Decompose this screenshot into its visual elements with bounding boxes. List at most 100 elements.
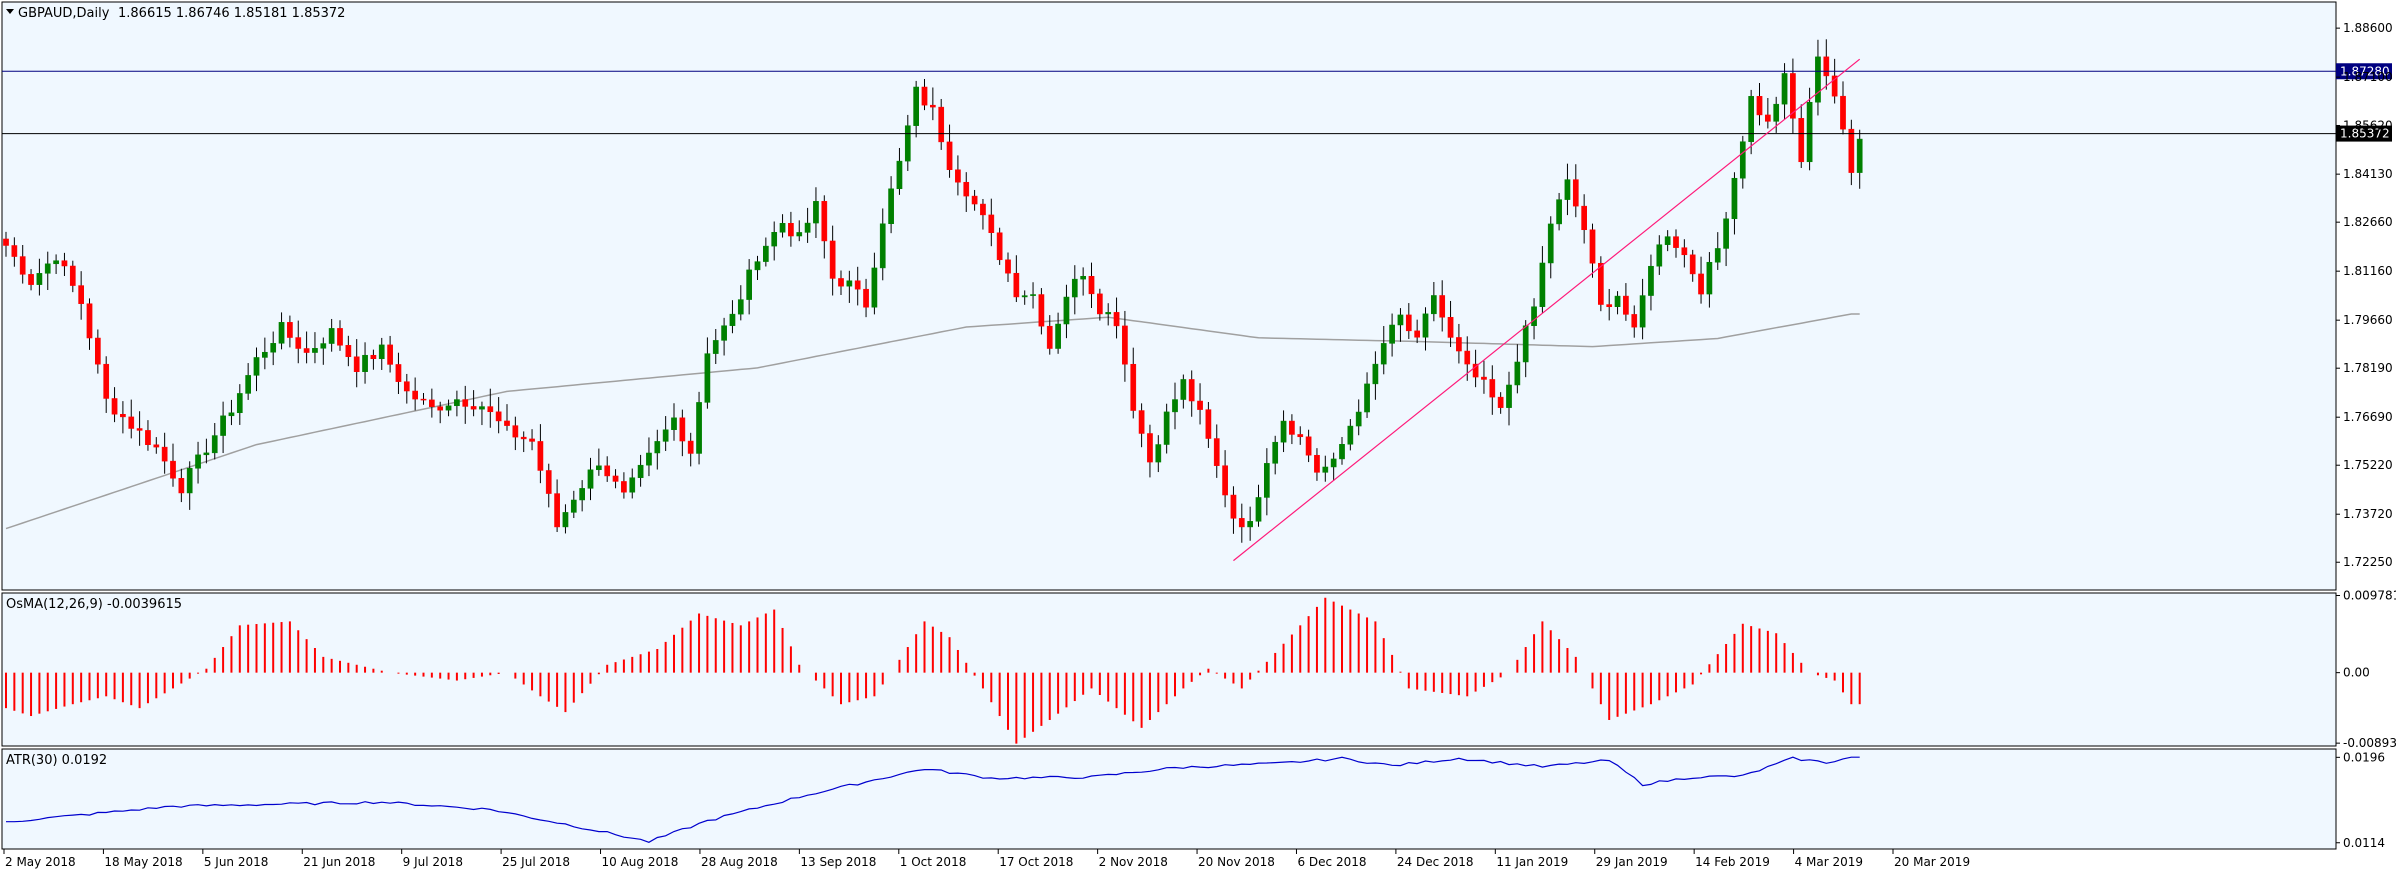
candle [236,384,243,425]
candle [529,429,535,451]
candle [145,420,151,451]
candle [1163,403,1170,454]
date-axis: 2 May 2018 18 May 2018 5 Jun 2018 21 Jun 20… [3,849,1970,869]
candle [1664,230,1671,252]
candle [1781,63,1788,120]
candle [495,397,502,434]
candle [470,390,477,417]
candle [437,401,444,424]
candle [1673,229,1679,258]
candle [3,231,9,257]
date-tick-label: 1 Oct 2018 [900,855,967,869]
trendline-path[interactable] [1233,58,1861,562]
candle [103,356,110,413]
candle [804,207,811,243]
candle [1739,135,1746,189]
candle [1447,300,1454,347]
price-tick-label: 1.79660 [2343,313,2393,327]
candle [1606,288,1613,321]
candle [1840,81,1846,135]
candle [1155,435,1162,473]
candle [1071,265,1078,315]
candle [462,385,469,424]
candle [1572,164,1579,218]
candle [1522,320,1529,378]
candle [1230,486,1237,534]
candle [821,195,828,259]
candle [545,463,552,508]
candle [19,244,26,284]
candle [287,315,293,348]
date-tick-label: 10 Aug 2018 [602,855,679,869]
date-tick-label: 21 Jun 2018 [303,855,375,869]
osma-histogram [5,597,1861,744]
candle [1639,278,1646,340]
candle [813,187,819,238]
candle [195,441,201,484]
candle [128,399,135,439]
date-tick-label: 13 Sep 2018 [800,855,876,869]
candle [1030,282,1036,309]
candle [1347,419,1354,451]
candle [211,423,218,460]
candle [1756,83,1763,126]
candle [136,411,143,446]
candle [245,363,252,400]
candle [537,424,544,484]
candle [520,431,527,453]
candle [262,337,268,370]
candle [320,337,327,365]
candle [1397,308,1404,342]
chart-menu-triangle-icon[interactable] [6,9,14,14]
candle [1005,252,1011,282]
candle [1589,223,1596,278]
candle [788,211,794,247]
price-tick-label: 1.72250 [2343,555,2393,569]
price-tick-label: 1.76690 [2343,410,2393,424]
candle [345,335,352,367]
candle [696,391,702,465]
candle [838,270,844,296]
candle [913,80,919,138]
candle [1422,307,1429,351]
candle [596,448,602,476]
date-tick-label: 14 Feb 2019 [1695,855,1770,869]
candle [1088,262,1095,308]
candle [763,237,769,267]
price-tick-label: 1.88600 [2343,21,2393,35]
candle [1138,403,1145,448]
candle [1314,448,1320,481]
candle [1372,351,1379,400]
candle [1656,235,1663,275]
level-price-tag [2336,63,2392,80]
candle [120,401,126,434]
candle [1848,119,1855,186]
candle [11,237,18,267]
atr-panel-bg [1,748,2337,850]
candle [746,259,752,315]
candle [69,260,76,293]
candle [737,285,744,321]
candle [395,352,402,395]
main-price-axis: 1.88600 1.87100 1.85620 1.84130 1.82660 1.811… [2336,21,2393,569]
candle [1097,288,1103,321]
date-tick-label: 9 Jul 2018 [403,855,463,869]
candlestick-series [3,39,1863,543]
candle [1547,216,1554,279]
candle [1213,424,1220,478]
candle [228,399,235,426]
candle [1831,58,1838,104]
candle [662,416,669,451]
candle [1264,448,1270,516]
candle [955,155,961,196]
candle [1046,315,1053,355]
date-tick-label: 20 Mar 2019 [1894,855,1970,869]
main-title: GBPAUD,Daily [18,6,110,21]
candle [1798,104,1805,168]
candle [854,266,861,306]
atr-title: ATR(30) 0.0192 [6,753,107,768]
candle [896,147,903,195]
candle [971,189,978,211]
candle [587,457,594,501]
